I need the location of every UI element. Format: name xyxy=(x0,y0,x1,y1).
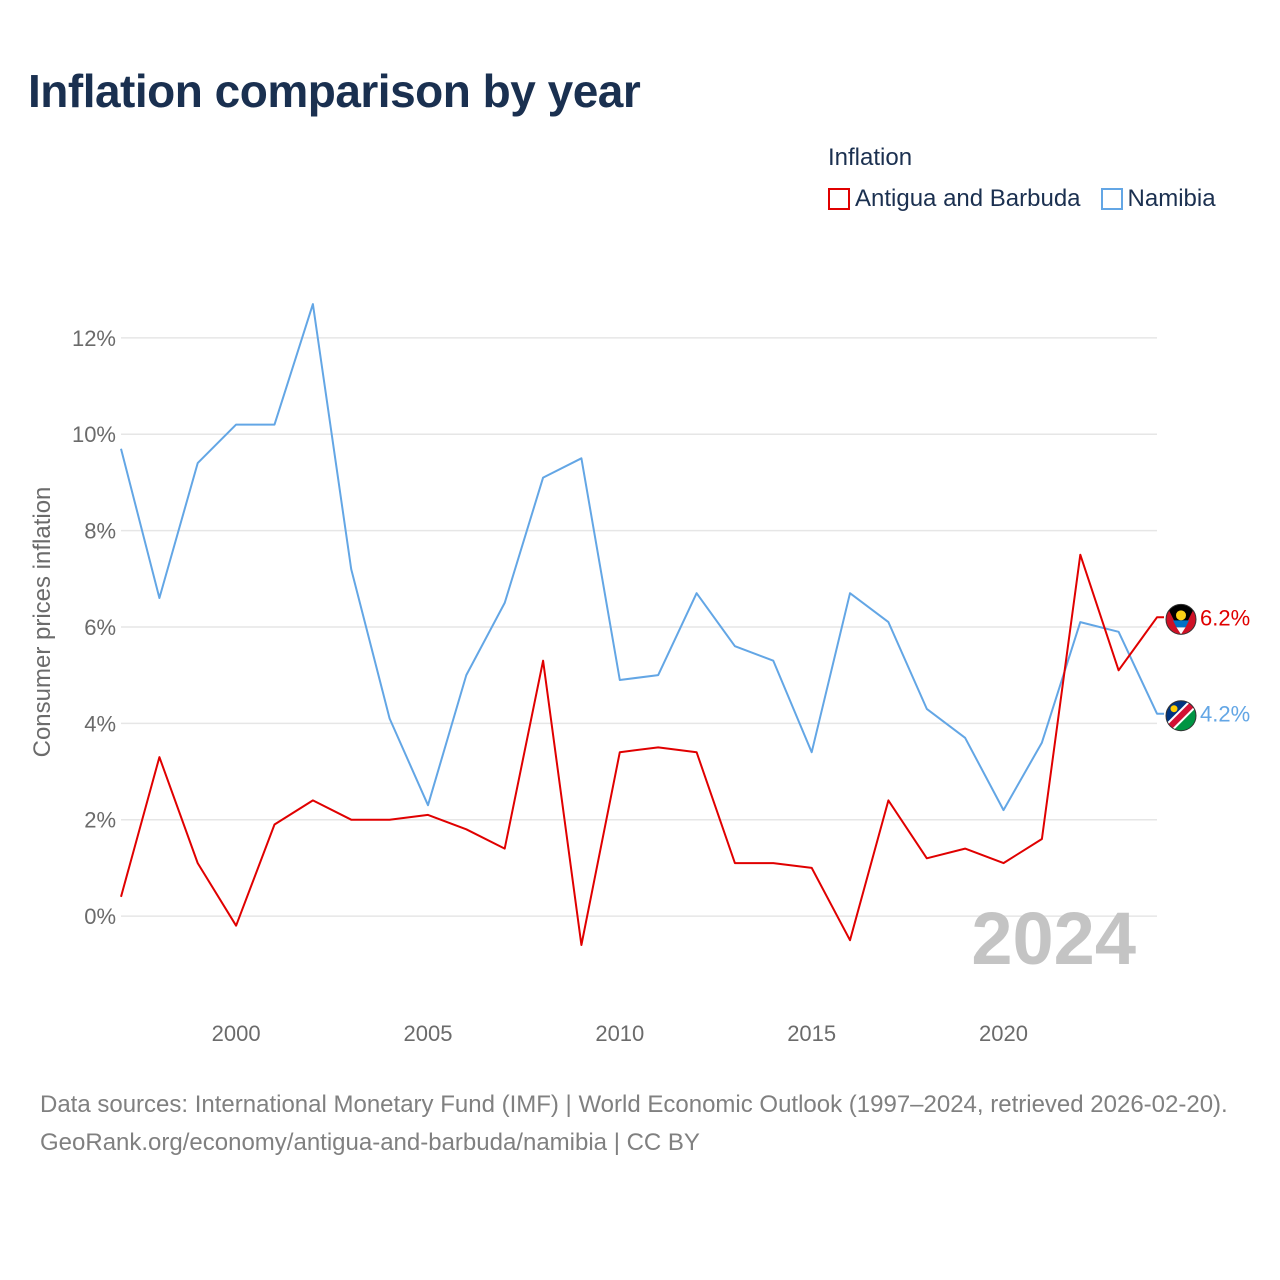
end-label-namibia: 4.2% xyxy=(1200,702,1250,727)
antigua-and-barbuda-flag-icon xyxy=(1165,603,1197,635)
namibia-flag-icon xyxy=(1165,700,1197,732)
x-tick-label: 2015 xyxy=(787,1021,836,1046)
y-tick-label: 0% xyxy=(84,904,116,929)
y-tick-label: 4% xyxy=(84,711,116,736)
x-tick-label: 2020 xyxy=(979,1021,1028,1046)
x-tick-label: 2010 xyxy=(595,1021,644,1046)
data-sources-text: Data sources: International Monetary Fun… xyxy=(40,1091,1228,1118)
year-watermark: 2024 xyxy=(971,897,1136,980)
series-line-namibia xyxy=(120,303,1164,812)
legend-item-namibia[interactable]: Namibia xyxy=(1100,185,1216,213)
end-label-antigua-and-barbuda: 6.2% xyxy=(1200,605,1250,630)
chart-title: Inflation comparison by year xyxy=(28,65,641,117)
credit-link[interactable]: GeoRank.org/economy/antigua-and-barbuda/… xyxy=(40,1129,700,1156)
x-tick-label: 2005 xyxy=(403,1021,452,1046)
legend: Antigua and Barbuda Namibia xyxy=(828,185,1216,213)
legend-title: Inflation xyxy=(828,144,913,171)
x-tick-label: 2000 xyxy=(212,1021,261,1046)
y-tick-label: 12% xyxy=(72,326,116,351)
y-tick-label: 6% xyxy=(84,615,116,640)
legend-label-antigua-and-barbuda: Antigua and Barbuda xyxy=(855,185,1081,212)
y-axis-label: Consumer prices inflation xyxy=(29,487,56,758)
legend-swatch-namibia xyxy=(1100,188,1123,210)
y-tick-label: 2% xyxy=(84,808,116,833)
line-chart: 0% 2% 4% 6% 8% 10% 12% 2000 2005 2010 2015 2020 Cons… xyxy=(29,303,1250,1046)
y-tick-label: 8% xyxy=(84,519,116,544)
y-tick-label: 10% xyxy=(72,422,116,447)
series-line-antigua-and-barbuda xyxy=(120,553,1164,946)
footer: Data sources: International Monetary Fun… xyxy=(40,1086,1250,1162)
legend-label-namibia: Namibia xyxy=(1127,185,1216,212)
legend-item-antigua-and-barbuda[interactable]: Antigua and Barbuda xyxy=(828,185,1081,213)
legend-swatch-antigua-and-barbuda xyxy=(828,188,850,210)
